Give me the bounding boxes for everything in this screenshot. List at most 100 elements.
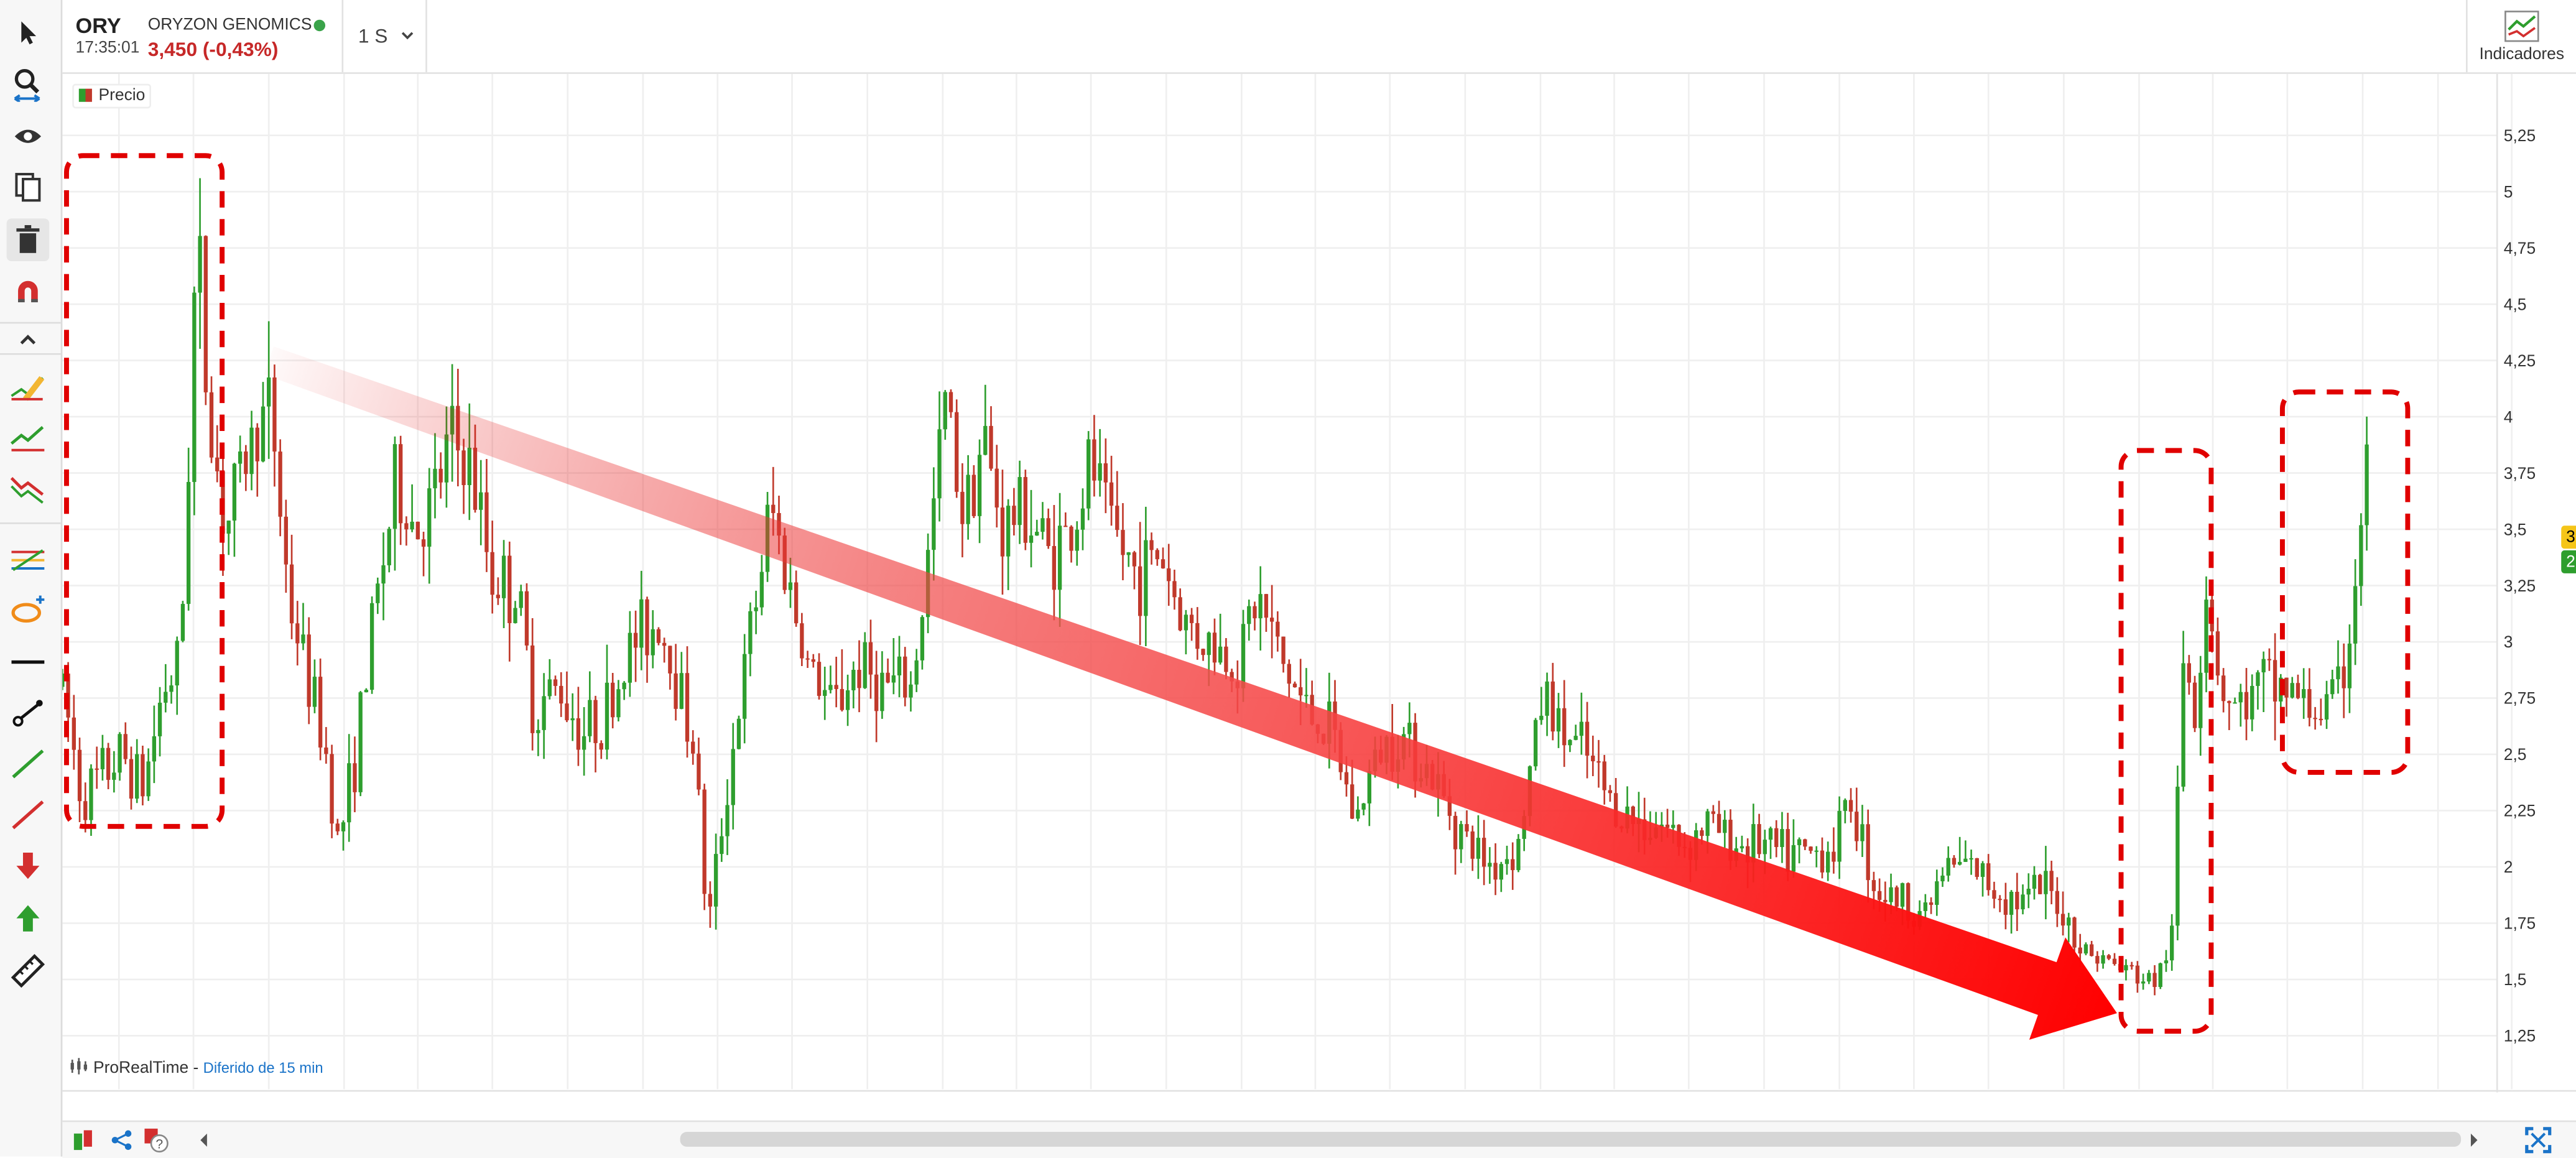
candle — [805, 651, 810, 668]
ray-tool[interactable] — [7, 692, 50, 734]
candle — [955, 399, 959, 498]
candle — [2250, 674, 2254, 731]
candle — [513, 601, 517, 624]
trend-tool[interactable] — [7, 415, 50, 458]
candle — [948, 389, 953, 418]
candle — [1855, 787, 1859, 851]
candle — [811, 654, 815, 668]
candle — [479, 460, 483, 545]
candle — [1740, 835, 1744, 853]
candle — [1717, 800, 1721, 833]
svg-text:?: ? — [155, 1137, 163, 1151]
symbol-ticker[interactable]: ORY — [75, 13, 121, 38]
cursor-tool[interactable] — [7, 11, 50, 54]
scroll-left-icon[interactable] — [197, 1132, 210, 1148]
candle — [369, 596, 374, 694]
y-tick-label: 3,5 — [2504, 520, 2527, 539]
magnet-tool[interactable] — [7, 271, 50, 314]
candle — [662, 637, 667, 663]
ruler-tool[interactable] — [7, 950, 50, 993]
highlight-box[interactable] — [2279, 389, 2411, 775]
fullscreen-icon[interactable] — [2525, 1127, 2552, 1154]
candle — [909, 671, 913, 712]
price-chart[interactable]: 1,25 1,5 1,75 2 2,25 2,5 2,75 3 3,25 3,5 3,75 4 4,25… — [62, 73, 2576, 1093]
candle — [845, 674, 850, 726]
candle — [759, 555, 764, 616]
candle — [713, 833, 718, 930]
candle — [2192, 675, 2197, 733]
price-legend[interactable]: Precio — [72, 83, 152, 109]
candle — [169, 675, 174, 704]
y-tick-label: 3,75 — [2504, 464, 2536, 483]
candle — [628, 611, 632, 697]
sell-arrow-tool[interactable] — [7, 845, 50, 887]
channel-tool[interactable] — [7, 466, 50, 509]
ellipse-tool[interactable] — [7, 590, 50, 632]
candle — [1224, 637, 1228, 680]
candle — [817, 653, 822, 700]
indicators-button[interactable]: Indicadores — [2466, 0, 2576, 73]
candle — [1195, 607, 1200, 660]
candle — [1591, 735, 1595, 776]
candle — [1269, 585, 1274, 659]
candle — [175, 636, 179, 715]
candle — [1820, 837, 1825, 879]
red-line-tool[interactable] — [7, 794, 50, 836]
candle — [335, 818, 340, 835]
highlight-box[interactable] — [2118, 448, 2214, 1034]
candle — [1459, 820, 1463, 863]
highlight-box[interactable] — [64, 153, 225, 829]
candle — [736, 715, 741, 749]
candle — [2256, 670, 2260, 710]
delay-notice[interactable]: Diferido de 15 min — [203, 1059, 323, 1077]
candle — [1069, 525, 1073, 563]
candle — [106, 743, 111, 789]
candle — [697, 737, 701, 795]
candle — [1579, 692, 1584, 755]
candle — [1126, 552, 1131, 567]
drawing-toolbar — [0, 0, 63, 1157]
fibonacci-tool[interactable] — [7, 539, 50, 581]
visibility-tool[interactable] — [7, 115, 50, 158]
candle — [1768, 827, 1773, 859]
candle — [123, 722, 127, 764]
pencil-tool[interactable] — [7, 364, 50, 407]
candle — [685, 646, 690, 758]
share-icon[interactable] — [110, 1129, 133, 1152]
candle — [278, 439, 282, 537]
candle — [180, 601, 185, 642]
y-tick-label: 4,75 — [2504, 239, 2536, 257]
scroll-right-icon[interactable] — [2468, 1132, 2481, 1148]
period-selector[interactable]: 1 S — [358, 25, 416, 48]
collapse-button[interactable] — [7, 325, 50, 351]
candle — [1539, 687, 1544, 725]
price-legend-swatch — [78, 88, 92, 102]
candle — [1086, 431, 1091, 521]
candle — [249, 410, 254, 491]
candle — [1826, 841, 1830, 881]
candle — [484, 458, 489, 572]
candle — [897, 636, 902, 698]
candle — [914, 649, 919, 692]
candle — [2353, 559, 2358, 665]
green-line-tool[interactable] — [7, 743, 50, 785]
copy-tool[interactable] — [7, 166, 50, 209]
buy-arrow-tool[interactable] — [7, 897, 50, 940]
trend-arrow[interactable] — [264, 346, 2117, 1040]
candle — [353, 736, 357, 813]
zoom-tool[interactable] — [7, 62, 50, 105]
y-tick-label: 2,75 — [2504, 689, 2536, 708]
candle — [421, 532, 426, 577]
help-icon[interactable]: ? — [143, 1127, 169, 1153]
candle — [129, 746, 134, 810]
horizontal-line-tool[interactable] — [7, 641, 50, 683]
red-line-icon — [12, 800, 44, 830]
candle — [112, 751, 116, 793]
horizontal-scrollbar[interactable] — [680, 1132, 2462, 1147]
candle — [1212, 618, 1217, 675]
candle — [100, 734, 105, 781]
chart-area[interactable]: 1,25 1,5 1,75 2 2,25 2,5 2,75 3 3,25 3,5 3,75 4 4,25… — [62, 73, 2576, 1093]
trade-icon[interactable] — [72, 1129, 95, 1152]
delete-tool[interactable] — [6, 218, 50, 262]
candle — [2227, 700, 2231, 730]
